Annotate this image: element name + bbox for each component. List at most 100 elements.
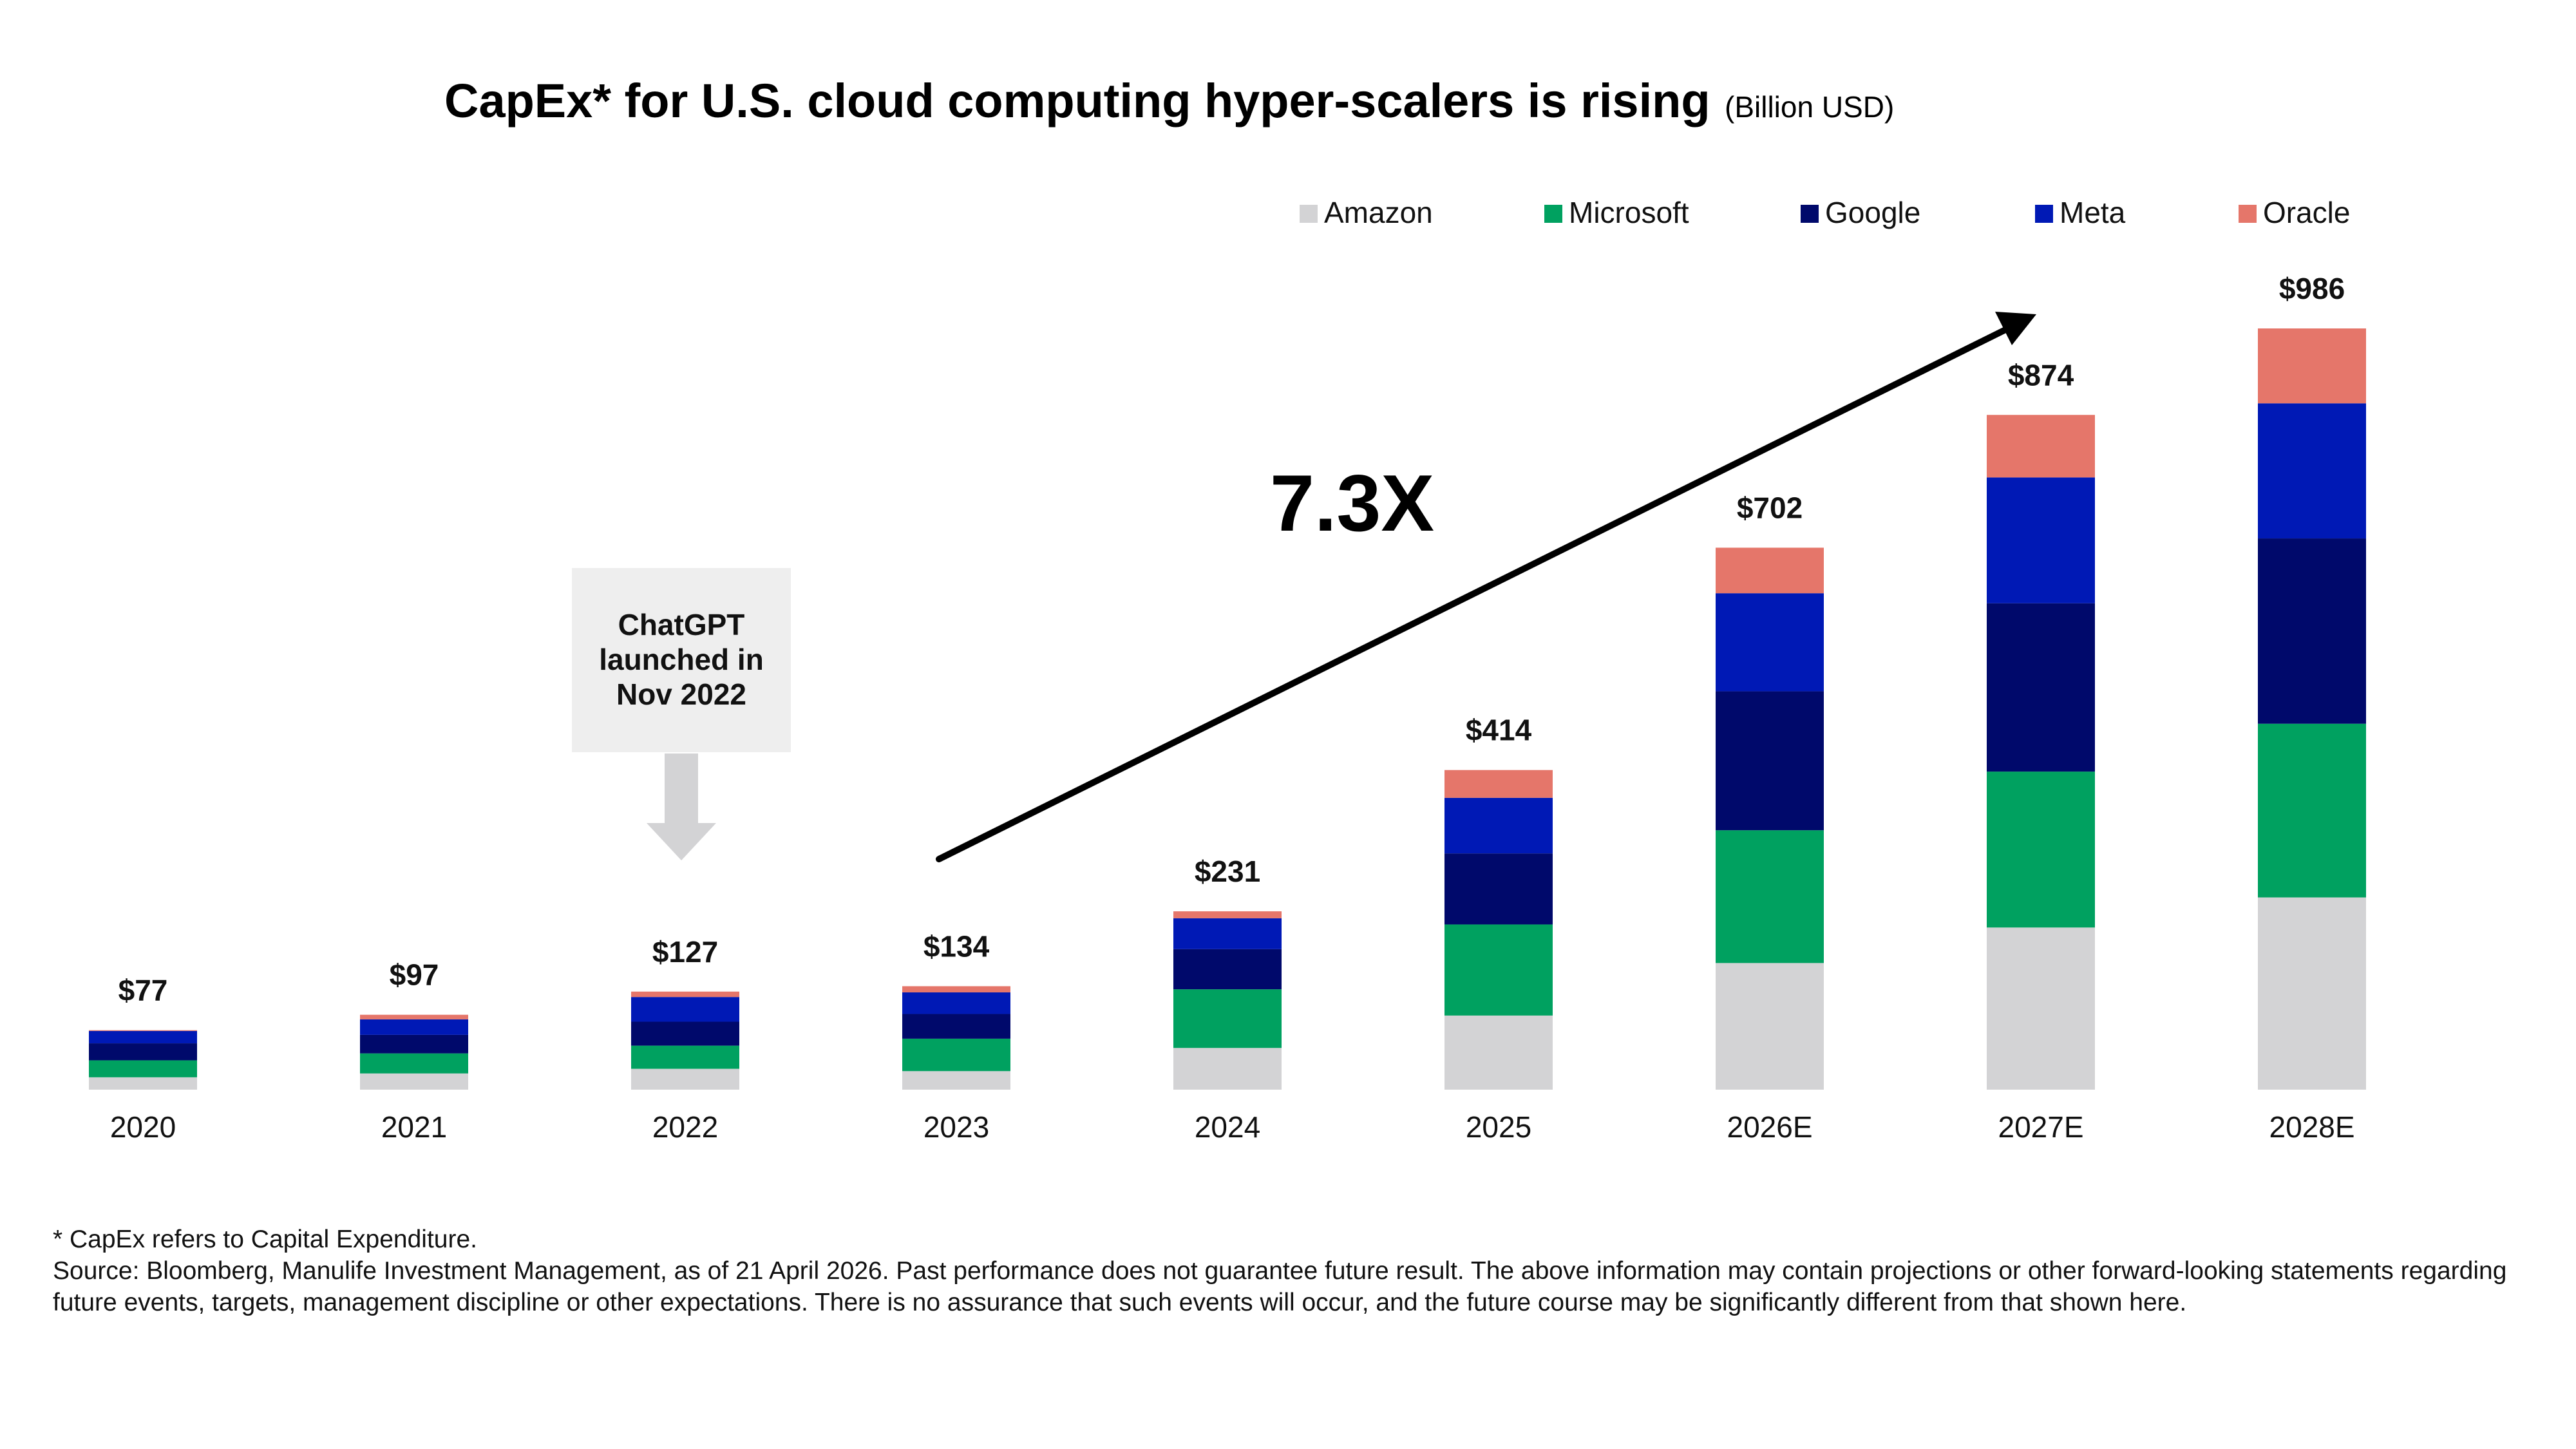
callout-line-2: launched in xyxy=(599,643,764,676)
total-label-2020: $77 xyxy=(118,974,168,1007)
x-tick-2022: 2022 xyxy=(652,1110,718,1144)
bar-segment-microsoft-2021 xyxy=(360,1053,468,1074)
bar-stack-2021 xyxy=(360,1014,468,1090)
bar-segment-meta-2024 xyxy=(1173,918,1282,949)
x-axis-ticks: 2020 2021 2022 2023 2024 2025 2026E 2027E 2028E xyxy=(110,1110,2355,1144)
total-label-2023: $134 xyxy=(923,929,990,963)
total-label-2022: $127 xyxy=(652,935,718,969)
legend-label-meta: Meta xyxy=(2060,196,2126,229)
bar-segment-microsoft-2022 xyxy=(631,1045,739,1069)
total-label-2026E: $702 xyxy=(1737,491,1803,524)
bar-segment-meta-2026E xyxy=(1716,593,1824,692)
bar-segment-oracle-2022 xyxy=(631,991,739,998)
bar-stack-2026E xyxy=(1716,547,1824,1090)
bar-stack-2023 xyxy=(902,986,1010,1090)
chatgpt-callout: ChatGPT launched in Nov 2022 xyxy=(572,568,791,860)
bar-segment-microsoft-2023 xyxy=(902,1038,1010,1072)
legend-swatch-google xyxy=(1801,205,1819,223)
bar-segment-amazon-2023 xyxy=(902,1071,1010,1090)
chart-title-group: CapEx* for U.S. cloud computing hyper-sc… xyxy=(444,74,1894,128)
x-tick-2028E: 2028E xyxy=(2269,1110,2354,1144)
chart-title: CapEx* for U.S. cloud computing hyper-sc… xyxy=(444,74,1710,128)
bar-segment-meta-2023 xyxy=(902,992,1010,1014)
bar-segment-google-2028E xyxy=(2258,538,2366,724)
total-label-2028E: $986 xyxy=(2279,272,2345,305)
x-tick-2021: 2021 xyxy=(381,1110,447,1144)
x-tick-2023: 2023 xyxy=(923,1110,989,1144)
bar-stack-2028E xyxy=(2258,328,2366,1090)
bar-segment-oracle-2020 xyxy=(89,1030,197,1031)
bar-stack-2024 xyxy=(1173,911,1282,1090)
bar-segment-google-2027E xyxy=(1987,603,2095,772)
bar-segment-google-2023 xyxy=(902,1014,1010,1039)
growth-multiplier: 7.3X xyxy=(1270,459,1434,548)
x-tick-2026E: 2026E xyxy=(1727,1110,1812,1144)
bar-segment-amazon-2025 xyxy=(1444,1015,1553,1090)
bar-stack-2020 xyxy=(89,1030,197,1090)
bar-segment-google-2021 xyxy=(360,1034,468,1054)
bar-segment-meta-2021 xyxy=(360,1019,468,1035)
bar-segment-oracle-2023 xyxy=(902,986,1010,992)
total-label-2025: $414 xyxy=(1466,714,1532,747)
total-label-2021: $97 xyxy=(390,958,439,992)
bar-segment-microsoft-2025 xyxy=(1444,924,1553,1016)
x-tick-2027E: 2027E xyxy=(1998,1110,2083,1144)
bar-segment-meta-2028E xyxy=(2258,403,2366,539)
bar-segment-amazon-2026E xyxy=(1716,963,1824,1090)
x-tick-2020: 2020 xyxy=(110,1110,176,1144)
bar-segment-oracle-2027E xyxy=(1987,415,2095,478)
bar-segment-oracle-2028E xyxy=(2258,328,2366,404)
legend-swatch-meta xyxy=(2035,205,2053,223)
bar-segment-oracle-2021 xyxy=(360,1014,468,1019)
callout-box xyxy=(572,568,791,752)
callout-line-3: Nov 2022 xyxy=(616,677,746,711)
bar-segment-amazon-2021 xyxy=(360,1073,468,1090)
bar-segment-amazon-2024 xyxy=(1173,1048,1282,1090)
bar-segment-microsoft-2020 xyxy=(89,1060,197,1077)
bar-segment-oracle-2026E xyxy=(1716,547,1824,594)
bar-segment-google-2022 xyxy=(631,1021,739,1046)
callout-down-arrow xyxy=(647,753,716,860)
footnotes: * CapEx refers to Capital Expenditure. S… xyxy=(53,1224,2539,1318)
total-label-2024: $231 xyxy=(1195,855,1260,888)
growth-arrow-head xyxy=(1995,312,2036,345)
bar-segment-meta-2025 xyxy=(1444,797,1553,854)
source-footnote: Source: Bloomberg, Manulife Investment M… xyxy=(53,1257,2507,1316)
bar-segment-oracle-2025 xyxy=(1444,770,1553,798)
bar-stack-2025 xyxy=(1444,770,1553,1090)
bar-segment-google-2026E xyxy=(1716,691,1824,831)
bar-segment-amazon-2020 xyxy=(89,1077,197,1090)
bar-segment-amazon-2027E xyxy=(1987,927,2095,1090)
legend-label-microsoft: Microsoft xyxy=(1569,196,1689,229)
bar-stacks xyxy=(89,328,2366,1090)
bar-segment-microsoft-2026E xyxy=(1716,830,1824,963)
bar-segment-amazon-2022 xyxy=(631,1068,739,1090)
growth-arrow-line xyxy=(936,325,2011,862)
x-tick-2024: 2024 xyxy=(1195,1110,1260,1144)
total-labels: $77 $97 $127 $134 $231 $414 $702 $874 $986 xyxy=(118,272,2345,1007)
callout-line-1: ChatGPT xyxy=(618,608,745,641)
growth-arrow xyxy=(936,312,2036,862)
bar-stack-2027E xyxy=(1987,415,2095,1090)
legend-swatch-amazon xyxy=(1300,205,1318,223)
bar-segment-amazon-2028E xyxy=(2258,897,2366,1090)
bar-segment-google-2024 xyxy=(1173,949,1282,990)
bar-segment-meta-2020 xyxy=(89,1030,197,1044)
bar-segment-microsoft-2024 xyxy=(1173,989,1282,1048)
bar-segment-meta-2027E xyxy=(1987,477,2095,603)
legend-label-amazon: Amazon xyxy=(1324,196,1433,229)
chart-legend: Amazon Microsoft Google Meta Oracle xyxy=(1300,196,2350,229)
legend-label-oracle: Oracle xyxy=(2263,196,2350,229)
legend-label-google: Google xyxy=(1825,196,1920,229)
bar-segment-google-2025 xyxy=(1444,853,1553,925)
total-label-2027E: $874 xyxy=(2008,358,2074,392)
chart-title-unit: (Billion USD) xyxy=(1725,90,1894,124)
x-tick-2025: 2025 xyxy=(1466,1110,1531,1144)
legend-swatch-microsoft xyxy=(1544,205,1562,223)
legend-swatch-oracle xyxy=(2239,205,2257,223)
bar-stack-2022 xyxy=(631,991,739,1090)
bar-segment-oracle-2024 xyxy=(1173,911,1282,918)
bar-segment-microsoft-2027E xyxy=(1987,772,2095,928)
capex-footnote: * CapEx refers to Capital Expenditure. xyxy=(53,1226,478,1253)
